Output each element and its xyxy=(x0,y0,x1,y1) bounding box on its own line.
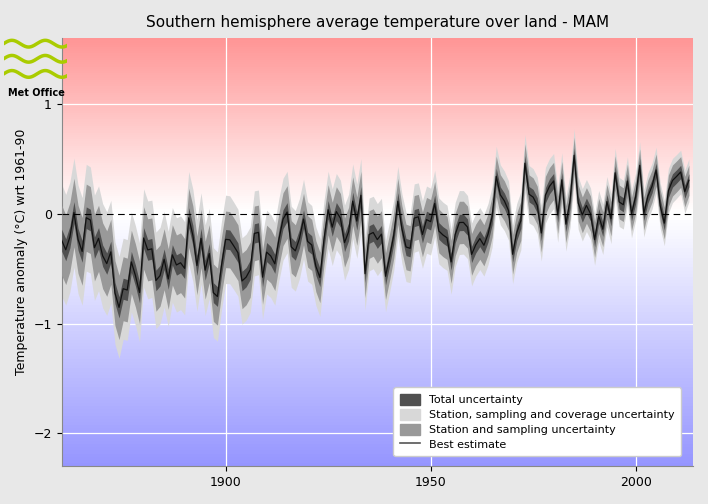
Y-axis label: Temperature anomaly (°C) wrt 1961-90: Temperature anomaly (°C) wrt 1961-90 xyxy=(15,129,28,375)
Legend: Total uncertainty, Station, sampling and coverage uncertainty, Station and sampl: Total uncertainty, Station, sampling and… xyxy=(393,388,681,457)
Title: Southern hemisphere average temperature over land - MAM: Southern hemisphere average temperature … xyxy=(146,15,609,30)
Text: Met Office: Met Office xyxy=(8,88,65,98)
